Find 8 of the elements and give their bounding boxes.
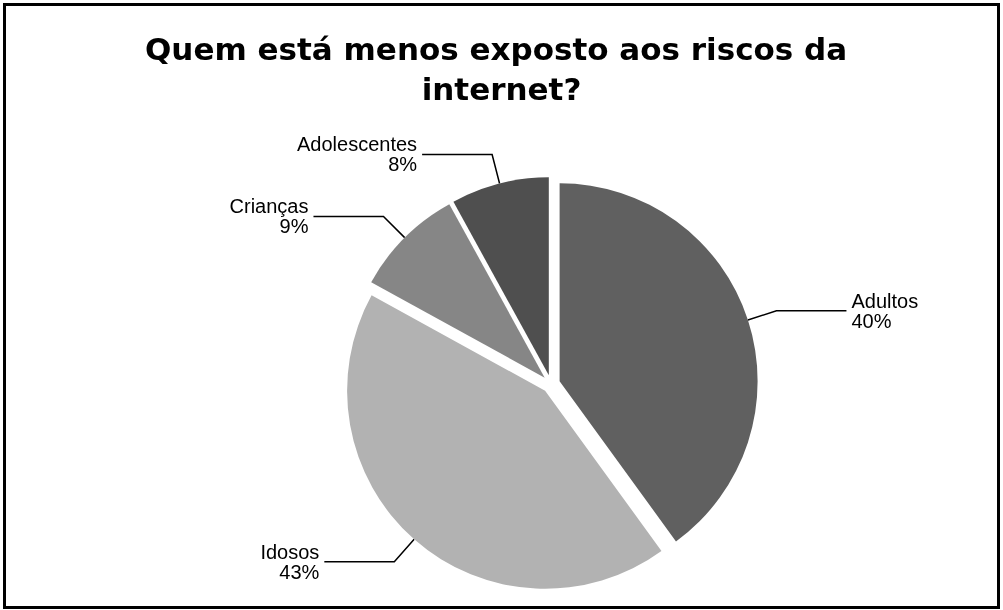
data-label: 8%: [388, 153, 418, 176]
slice-label: Crianças: [229, 195, 309, 218]
chart-title: Quem está menos exposto aos riscos da internet?: [145, 31, 858, 107]
data-label: 40%: [851, 309, 892, 332]
slice-label: Idosos: [260, 540, 320, 563]
slice-label: Adultos: [851, 289, 919, 312]
slice-label: Adolescentes: [297, 133, 418, 156]
data-label: 43%: [279, 560, 320, 583]
